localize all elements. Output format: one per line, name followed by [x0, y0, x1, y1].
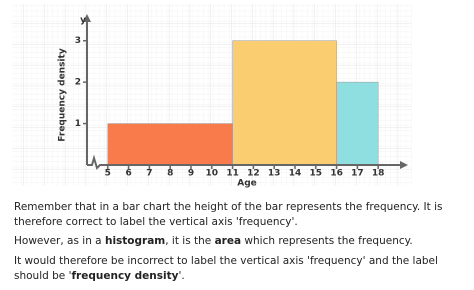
y-arrow: [83, 14, 91, 22]
x-tick-label: 17: [351, 169, 364, 179]
x-tick-label: 8: [167, 169, 173, 179]
text: , it is the: [165, 235, 215, 247]
bar: [336, 81, 379, 166]
x-axis: [87, 154, 402, 170]
y-label: y: [80, 16, 86, 26]
text: It would therefore be incorrect to label…: [14, 255, 438, 282]
x-tick-label: 14: [289, 169, 302, 179]
x-tick-label: 16: [330, 169, 343, 179]
bar: [107, 123, 233, 166]
paragraph: Remember that in a bar chart the height …: [14, 201, 443, 228]
x-tick-label: 10: [206, 169, 219, 179]
bold-text: area: [214, 235, 242, 247]
text: However, as in a: [14, 235, 105, 247]
y-tick-label: 2: [75, 78, 81, 88]
bold-text: frequency density: [71, 270, 179, 282]
bar: [232, 40, 337, 166]
paragraph: However, as in a histogram, it is the ar…: [14, 234, 464, 249]
y-title: Frequency density: [58, 48, 68, 142]
y-tick-label: 3: [75, 36, 81, 46]
text: which represents the frequency.: [241, 235, 413, 247]
x-tick-label: 12: [247, 169, 260, 179]
bold-text: histogram: [104, 235, 166, 247]
x-tick-label: 15: [310, 169, 323, 179]
x-tick-label: 7: [146, 169, 152, 179]
y-tick-label: 1: [75, 119, 81, 129]
x-tick-label: 11: [226, 169, 239, 179]
x-tick-label: 9: [188, 169, 194, 179]
x-tick-label: 18: [372, 169, 385, 179]
x-arrow: [400, 161, 408, 169]
x-title: Age: [237, 179, 257, 189]
paragraph: It would therefore be incorrect to label…: [14, 254, 464, 284]
x-tick-label: 5: [105, 169, 111, 179]
x-tick-label: 6: [125, 169, 131, 179]
text: '.: [178, 270, 185, 282]
x-tick-label: 13: [268, 169, 281, 179]
